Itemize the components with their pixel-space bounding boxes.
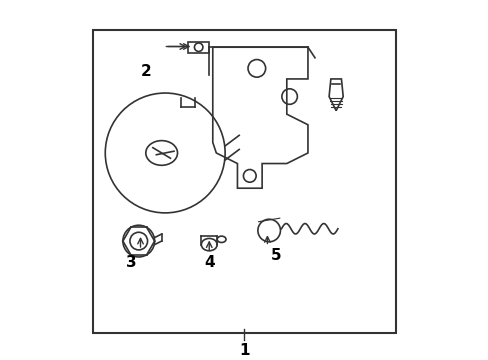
Text: 4: 4 [203, 255, 214, 270]
Text: 1: 1 [239, 343, 249, 358]
Bar [93, 30, 395, 333]
Text: 5: 5 [270, 248, 281, 263]
Text: 3: 3 [126, 255, 137, 270]
Text: 2: 2 [140, 64, 151, 80]
